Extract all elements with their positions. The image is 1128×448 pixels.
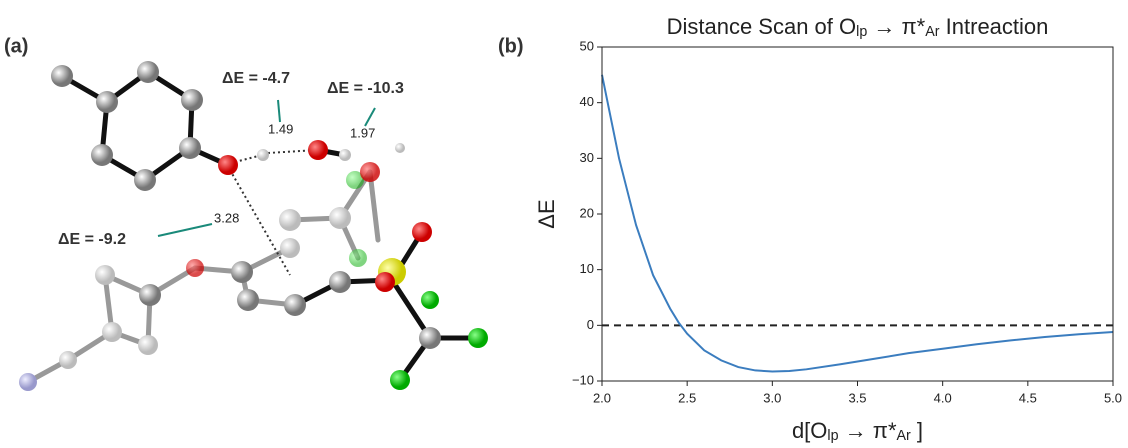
chart-title: Distance Scan of Olp → π*Ar Intreaction (667, 14, 1049, 40)
chart-title-subscript: Ar (925, 24, 940, 40)
chart-title-subscript: lp (856, 24, 867, 40)
chart-title-part: Intreaction (940, 14, 1049, 39)
distance-label: 1.97 (350, 125, 375, 140)
x-axis-label: d[Olp → π*Ar ] (792, 418, 923, 444)
y-tick-label: 0 (587, 317, 594, 332)
y-tick-label: 20 (580, 205, 594, 220)
x-tick-label: 2.0 (593, 390, 611, 405)
x-tick-label: 5.0 (1104, 390, 1122, 405)
x-axis-label-subscript: Ar (897, 428, 912, 444)
plot-frame (601, 46, 1114, 382)
y-tick-label: 10 (580, 261, 594, 276)
y-tick-label: 40 (580, 94, 594, 109)
data-line (601, 74, 1114, 373)
x-tick-label: 4.5 (1019, 390, 1037, 405)
chart-title-part: Distance Scan of O (667, 14, 857, 39)
y-tick-label: 30 (580, 150, 594, 165)
energy-annotation: ΔE = -10.3 (327, 80, 404, 97)
line-chart: (b)Distance Scan of Olp → π*Ar Intreacti… (498, 14, 1122, 444)
x-tick-label: 3.0 (763, 390, 781, 405)
x-axis-label-subscript: lp (827, 428, 838, 444)
panel-label: (a) (4, 35, 28, 57)
energy-annotation: ΔE = -4.7 (222, 70, 290, 87)
x-axis-label-part: → π* (839, 418, 897, 443)
x-axis-label-part: ] (911, 418, 923, 443)
y-tick-label: −10 (572, 372, 594, 387)
energy-annotation: ΔE = -9.2 (58, 231, 126, 248)
x-tick-label: 3.5 (848, 390, 866, 405)
x-axis-label-part: d[O (792, 418, 827, 443)
distance-label: 1.49 (268, 121, 293, 136)
chart-title-part: → π* (867, 14, 925, 39)
y-tick-label: 50 (580, 38, 594, 53)
panel-label: (b) (498, 35, 524, 57)
molecule (19, 61, 488, 391)
x-tick-label: 2.5 (678, 390, 696, 405)
distance-label: 3.28 (214, 210, 239, 225)
x-tick-label: 4.0 (934, 390, 952, 405)
y-axis-label: ΔE (534, 199, 559, 228)
